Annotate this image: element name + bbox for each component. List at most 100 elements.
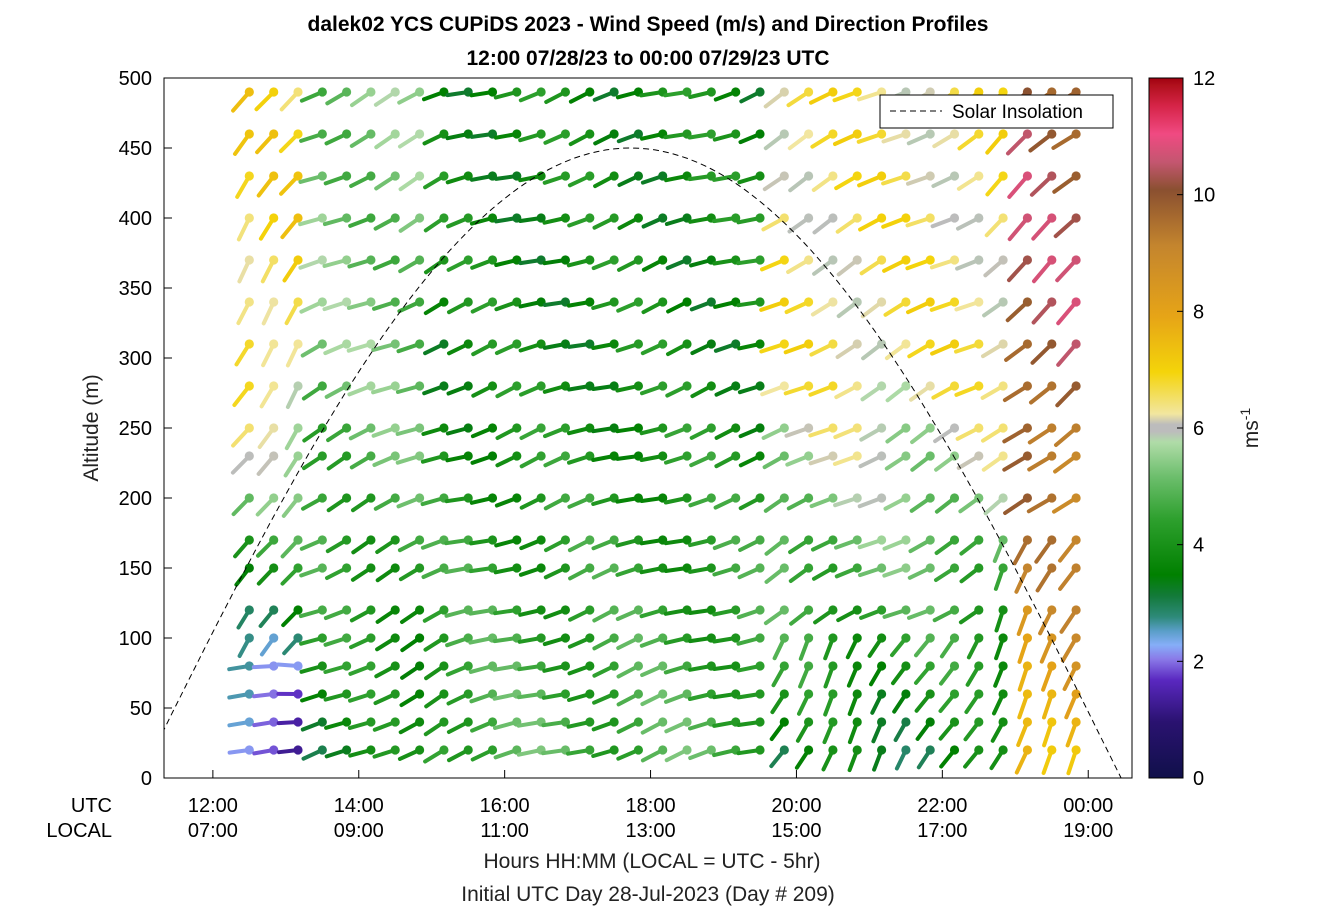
wind-barb	[812, 255, 838, 276]
wind-barb	[712, 563, 741, 577]
wind-barb	[914, 689, 935, 713]
wind-barb	[833, 423, 862, 440]
wind-barb	[396, 493, 425, 509]
wind-barb	[906, 171, 935, 186]
wind-barb	[712, 633, 741, 644]
wind-barb	[519, 451, 546, 469]
wind-barb	[593, 129, 619, 146]
wind-barb	[811, 535, 838, 552]
wind-barb	[689, 297, 716, 312]
wind-barb	[326, 493, 352, 513]
wind-barb	[325, 535, 352, 554]
wind-barb	[592, 689, 619, 705]
wind-barb	[230, 451, 254, 475]
x-tick-label-utc: 22:00	[917, 795, 967, 817]
wind-barb	[834, 381, 862, 400]
wind-barb	[276, 661, 303, 671]
wind-barb	[347, 381, 376, 397]
wind-barb	[468, 563, 498, 574]
wind-barb	[798, 633, 814, 661]
wind-barb	[423, 633, 449, 652]
wind-barb	[994, 633, 1008, 661]
wind-barb	[261, 297, 279, 326]
wind-barb	[346, 297, 376, 310]
wind-barb	[398, 129, 425, 149]
wind-barb	[592, 605, 619, 623]
wind-barb	[259, 381, 279, 409]
wind-barb	[398, 563, 425, 582]
wind-barb	[860, 381, 887, 402]
wind-barb	[301, 745, 327, 761]
wind-barb	[810, 129, 838, 149]
wind-barb	[1042, 717, 1057, 748]
wind-barb	[446, 717, 473, 734]
wind-barb	[445, 661, 473, 677]
x-tick-label-local: 09:00	[334, 820, 384, 842]
wind-barb	[398, 255, 425, 274]
wind-barb	[1004, 339, 1032, 362]
wind-barb	[788, 563, 814, 583]
wind-barb	[689, 423, 716, 440]
wind-barb	[423, 717, 449, 737]
wind-barb	[933, 423, 960, 444]
wind-barb	[300, 717, 327, 732]
x-tick-label-local: 15:00	[771, 820, 821, 842]
wind-barb	[277, 745, 303, 755]
wind-barb	[993, 563, 1008, 591]
wind-barb	[738, 535, 765, 552]
wind-barb	[1017, 633, 1032, 664]
wind-barb	[957, 129, 984, 151]
wind-barb	[788, 535, 814, 555]
wind-barb	[1014, 563, 1032, 594]
wind-barb	[1053, 451, 1081, 474]
wind-barb	[639, 451, 668, 462]
wind-barb	[712, 129, 741, 142]
wind-barb	[688, 605, 716, 615]
wind-barb	[885, 423, 911, 444]
y-tick-label: 100	[119, 628, 152, 650]
wind-barb	[236, 297, 254, 326]
wind-barb	[915, 717, 935, 741]
wind-barb	[736, 717, 765, 727]
wind-barb	[282, 255, 303, 283]
wind-barb	[985, 171, 1008, 197]
wind-barb	[260, 255, 279, 284]
wind-barb	[981, 423, 1008, 443]
wind-barb	[616, 129, 644, 144]
wind-barb	[281, 605, 303, 628]
wind-barb	[963, 745, 984, 769]
wind-barb	[567, 171, 595, 188]
wind-barb	[664, 423, 692, 438]
x-tick-label-utc: 18:00	[626, 795, 676, 817]
wind-barb	[615, 381, 644, 393]
wind-barb	[714, 381, 741, 397]
wind-barb	[959, 563, 984, 584]
x-tick-label-local: 11:00	[480, 820, 529, 842]
wind-barb	[424, 689, 449, 709]
wind-barb	[567, 213, 595, 228]
wind-barb	[445, 423, 473, 436]
wind-barb	[1030, 339, 1057, 365]
wind-barb	[934, 493, 960, 514]
wind-barb	[872, 745, 887, 772]
wind-barb	[471, 339, 498, 357]
wind-barb	[939, 745, 960, 769]
wind-barb	[591, 255, 619, 271]
wind-barb	[299, 535, 327, 551]
wind-barb	[1029, 171, 1057, 197]
wind-barb	[1052, 493, 1081, 514]
wind-barb	[881, 213, 911, 229]
wind-barb	[469, 87, 498, 98]
wind-barb	[424, 255, 449, 275]
wind-barb	[813, 605, 838, 625]
wind-barb	[399, 689, 425, 708]
wind-barb	[958, 605, 984, 625]
wind-barb	[914, 633, 935, 658]
wind-barb	[891, 661, 911, 686]
wind-barb	[299, 563, 327, 578]
wind-barb	[424, 661, 449, 681]
wind-barb	[518, 339, 546, 353]
wind-barb	[783, 381, 814, 396]
wind-barb	[690, 339, 716, 356]
